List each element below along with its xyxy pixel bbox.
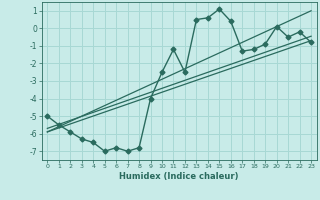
X-axis label: Humidex (Indice chaleur): Humidex (Indice chaleur) xyxy=(119,172,239,181)
